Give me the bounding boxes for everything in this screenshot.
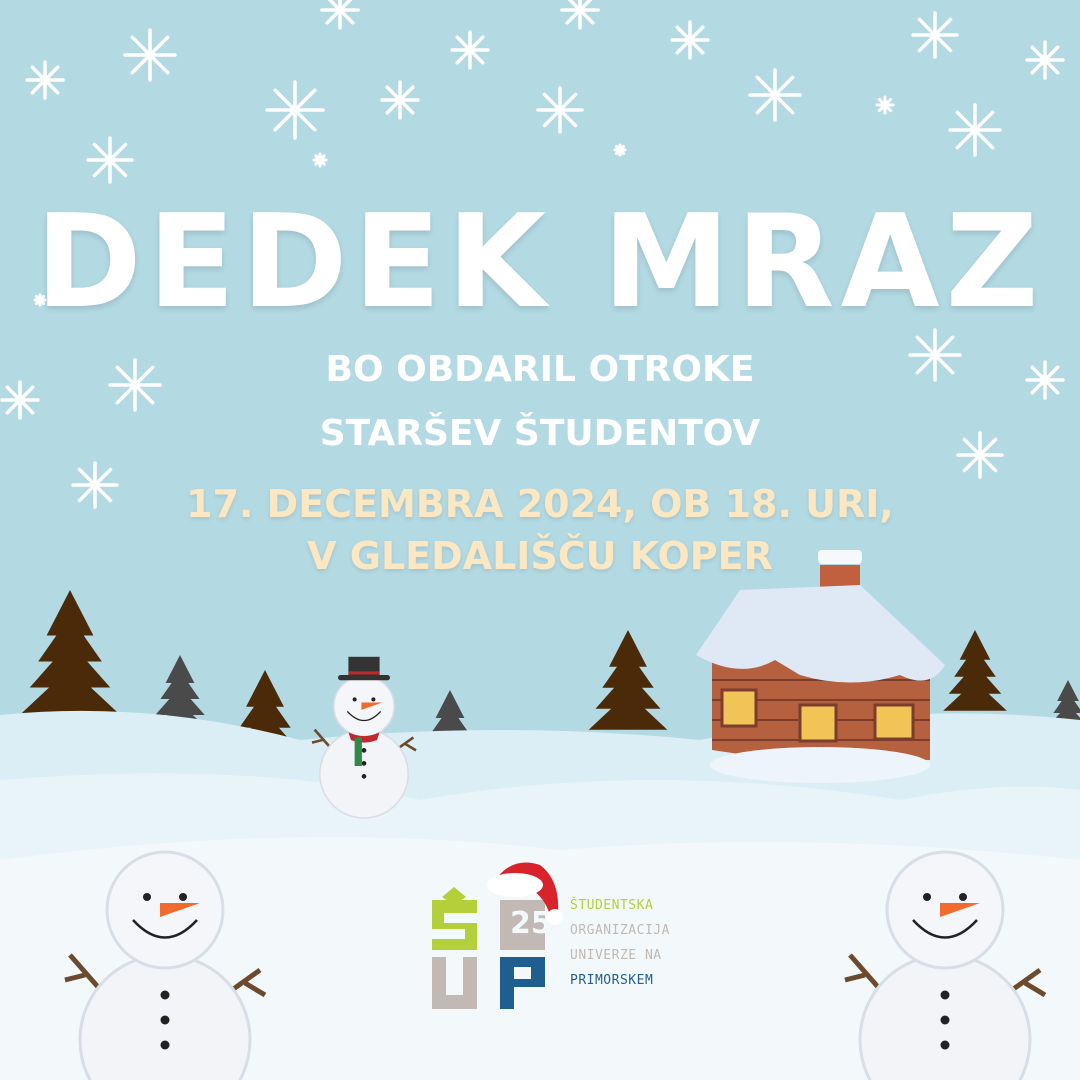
poster-title: DEDEK MRAZ xyxy=(35,188,1045,337)
snowflake-icon xyxy=(108,358,162,412)
subtitle-line-1: BO OBDARIL OTROKE xyxy=(325,349,755,390)
pine-tree xyxy=(21,590,119,714)
pine-tree xyxy=(588,630,668,730)
snowflake-icon xyxy=(748,68,802,122)
logo-line-2: ORGANIZACIJA xyxy=(570,923,670,938)
svg-text:25: 25 xyxy=(510,906,552,941)
subtitle-line-2: STARŠEV ŠTUDENTOV xyxy=(319,413,761,454)
snowflake-icon xyxy=(536,86,584,134)
snowflake-icon xyxy=(560,0,600,30)
snowflake-icon xyxy=(25,60,65,100)
snowflake-icon xyxy=(948,103,1002,157)
snowflake-icon xyxy=(380,80,420,120)
snowflake-icon xyxy=(0,380,40,420)
snowflake-icon xyxy=(33,293,47,307)
event-location: V GLEDALIŠČU KOPER xyxy=(307,534,773,578)
snowflake-icon xyxy=(265,80,325,140)
snowman xyxy=(311,656,417,819)
snowflake-icon xyxy=(312,152,328,168)
snowflake-icon xyxy=(320,0,360,30)
snowflake-icon xyxy=(911,11,959,59)
logo-line-1: ŠTUDENTSKA xyxy=(570,898,654,913)
snowflake-icon xyxy=(613,143,627,157)
poster-subtitle: BO OBDARIL OTROKE STARŠEV ŠTUDENTOV xyxy=(0,338,1080,466)
organization-logo: 25 ŠTUDENTSKA ORGANIZACIJA UNIVERZE NA P… xyxy=(430,855,690,1015)
snowflake-icon xyxy=(71,461,119,509)
snowflake-icon xyxy=(450,30,490,70)
snowflakes xyxy=(0,0,1065,509)
house xyxy=(696,550,945,783)
snowflake-icon xyxy=(908,328,962,382)
snowflake-icon xyxy=(875,95,895,115)
event-date-time: 17. DECEMBRA 2024, OB 18. URI, xyxy=(186,482,894,526)
snowflake-icon xyxy=(670,20,710,60)
snowflake-icon xyxy=(86,136,134,184)
santa-hat-icon xyxy=(487,862,563,925)
logo-line-3: UNIVERZE NA xyxy=(570,948,662,963)
snowman xyxy=(64,850,267,1080)
snowman xyxy=(844,850,1047,1080)
snowflake-icon xyxy=(123,28,177,82)
pine-tree xyxy=(943,630,1007,711)
sup-logo-mark: 25 xyxy=(432,862,563,1009)
snowflake-icon xyxy=(992,242,1008,258)
snowflake-icon xyxy=(956,431,1004,479)
snowmen xyxy=(64,656,1047,1080)
logo-text: ŠTUDENTSKA ORGANIZACIJA UNIVERZE NA PRIM… xyxy=(570,893,670,993)
logo-line-4: PRIMORSKEM xyxy=(570,973,654,988)
snowflake-icon xyxy=(1025,360,1065,400)
event-details: 17. DECEMBRA 2024, OB 18. URI, V GLEDALI… xyxy=(0,478,1080,582)
snowflake-icon xyxy=(1025,40,1065,80)
